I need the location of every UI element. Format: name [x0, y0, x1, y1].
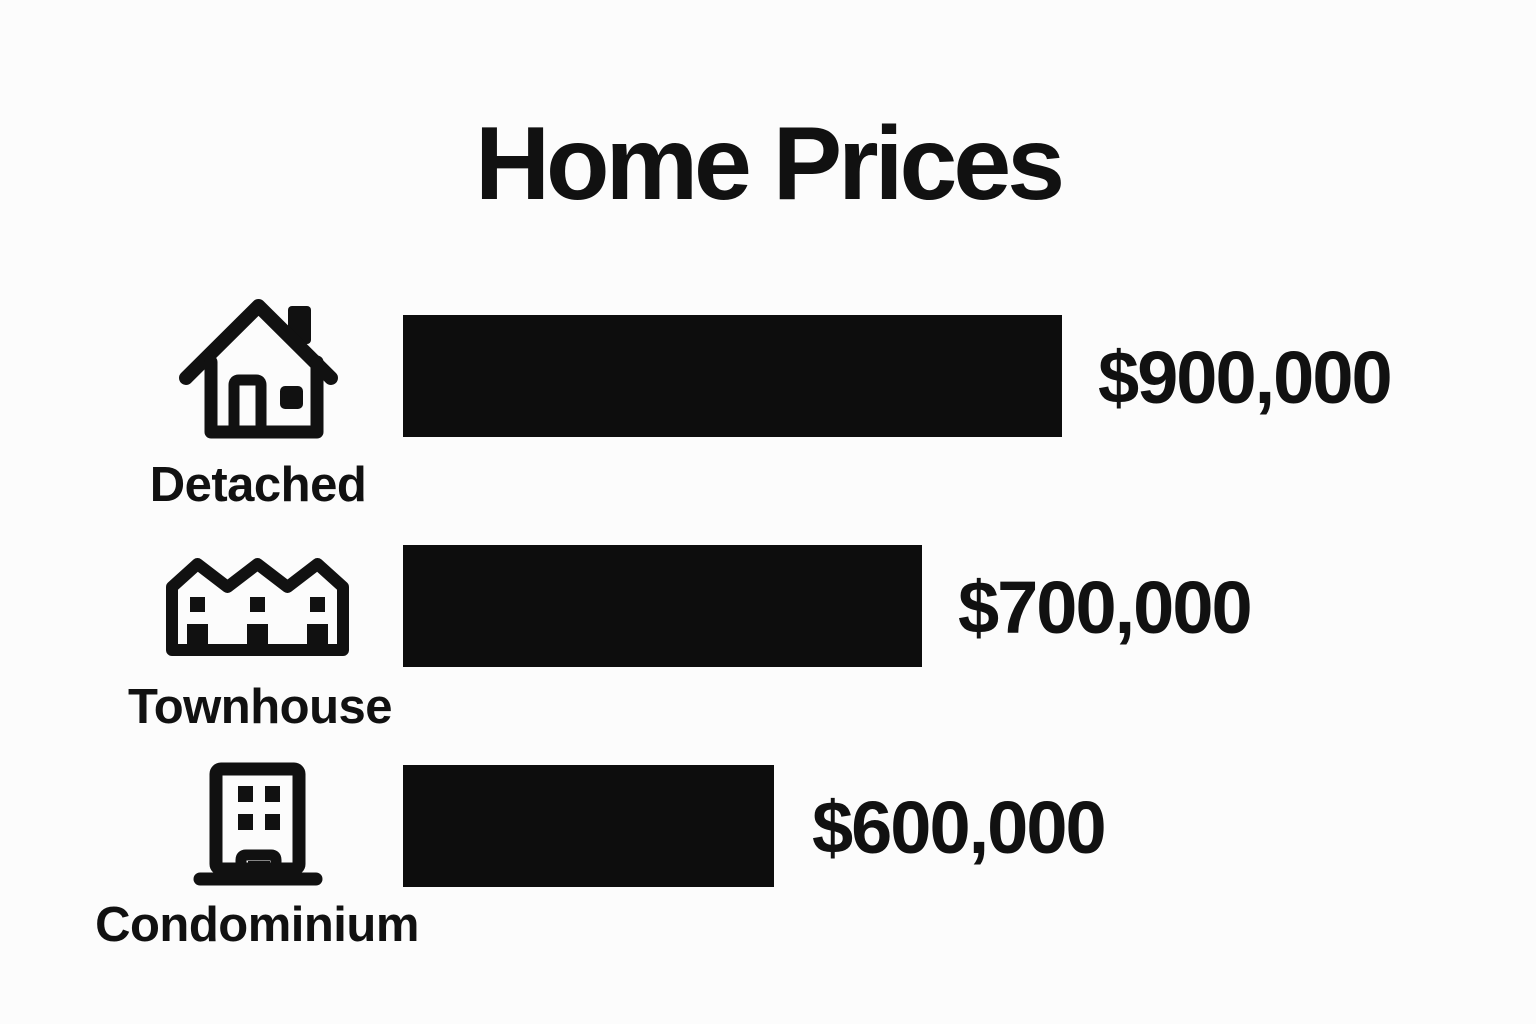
condominium-icon	[191, 759, 325, 892]
category-label-townhouse: Townhouse	[127, 680, 393, 734]
townhouse-icon	[164, 556, 351, 662]
category-label-detached: Detached	[149, 458, 367, 512]
detached-house-icon	[178, 298, 339, 446]
bar-townhouse	[403, 545, 922, 667]
value-label-condominium: $600,000	[812, 786, 1107, 869]
category-label-condominium: Condominium	[95, 898, 419, 952]
bar-detached	[403, 315, 1062, 437]
value-label-detached: $900,000	[1098, 336, 1393, 419]
chart-title: Home Prices	[474, 106, 1065, 222]
bar-condominium	[403, 765, 774, 887]
value-label-townhouse: $700,000	[958, 566, 1253, 649]
